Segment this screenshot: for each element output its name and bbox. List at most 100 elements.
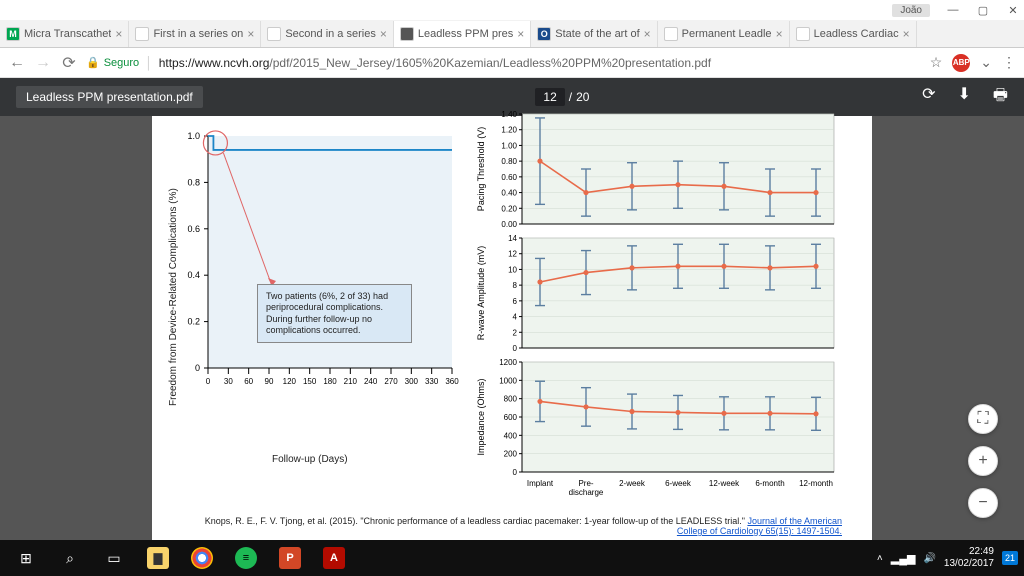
svg-text:12-week: 12-week [709,479,740,488]
tab-close-icon[interactable]: × [247,27,254,41]
print-icon[interactable]: 🖶 [993,84,1008,111]
search-button[interactable]: ⌕ [50,543,90,573]
acrobat-button[interactable]: A [314,543,354,573]
svg-text:6: 6 [513,297,518,306]
svg-text:600: 600 [504,413,518,422]
bookmark-icon[interactable]: ☆ [930,54,943,71]
tab-close-icon[interactable]: × [644,27,651,41]
trend-charts: 0.000.200.400.600.801.001.201.40Pacing T… [474,110,844,523]
tab-close-icon[interactable]: × [903,27,910,41]
tab-label: State of the art of [555,28,639,40]
svg-text:2: 2 [513,328,518,337]
svg-text:0.4: 0.4 [187,270,200,280]
pdf-page-current[interactable]: 12 [535,88,564,106]
tab-label: Permanent Leadle [682,28,772,40]
svg-text:6-month: 6-month [755,479,784,488]
url-domain: https://www.ncvh.org [159,56,270,70]
svg-text:0.2: 0.2 [187,317,200,327]
svg-text:120: 120 [283,377,297,386]
start-button[interactable]: ⊞ [6,543,46,573]
km-annotation: Two patients (6%, 2 of 33) had periproce… [257,284,412,343]
pdf-page: Freedom from Device-Related Complication… [152,116,872,540]
tab-close-icon[interactable]: × [517,27,524,41]
browser-tab[interactable]: Permanent Leadle × [658,21,790,47]
svg-text:0: 0 [206,377,211,386]
nav-back-button[interactable]: ← [8,54,26,72]
svg-text:discharge: discharge [569,488,604,497]
tray-clock[interactable]: 22:49 13/02/2017 [944,546,994,570]
pdf-filename: Leadless PPM presentation.pdf [16,86,203,108]
minimize-button[interactable]: — [946,4,960,16]
svg-text:0.80: 0.80 [501,157,517,166]
download-icon[interactable]: ⬇ [957,84,970,111]
svg-text:1.20: 1.20 [501,126,517,135]
menu-icon[interactable]: ⋮ [1002,54,1016,71]
svg-text:0.40: 0.40 [501,189,517,198]
svg-text:60: 60 [244,377,253,386]
svg-text:150: 150 [303,377,317,386]
tab-label: First in a series on [153,28,243,40]
browser-addressbar: ← → ⟳ 🔒 Seguro │ https://www.ncvh.org/pd… [0,48,1024,78]
browser-tab[interactable]: MMicra Transcathet× [0,21,129,47]
lock-icon: 🔒 [86,56,100,69]
svg-text:R-wave Amplitude (mV): R-wave Amplitude (mV) [476,246,486,341]
zoom-out-button[interactable]: − [968,488,998,518]
file-explorer-button[interactable]: ▇ [138,543,178,573]
svg-text:1.40: 1.40 [501,110,517,119]
notifications-icon[interactable]: 21 [1002,551,1018,565]
browser-tab[interactable]: OState of the art of× [531,21,657,47]
svg-text:180: 180 [323,377,337,386]
svg-text:0.6: 0.6 [187,224,200,234]
svg-text:270: 270 [384,377,398,386]
tray-chevron-icon[interactable]: ˄ [877,553,883,564]
svg-text:8: 8 [513,281,518,290]
tab-close-icon[interactable]: × [776,27,783,41]
svg-text:12: 12 [508,250,517,259]
svg-text:Pre-: Pre- [578,479,593,488]
rotate-icon[interactable]: ⟳ [922,84,935,111]
browser-tab[interactable]: Leadless PPM pres × [394,21,531,47]
spotify-button[interactable]: ≡ [226,543,266,573]
tab-close-icon[interactable]: × [115,27,122,41]
km-chart: Freedom from Device-Related Complication… [162,126,462,456]
svg-text:Implant: Implant [527,479,554,488]
tray-network-icon[interactable]: ▂▄▆ [891,552,916,565]
powerpoint-button[interactable]: P [270,543,310,573]
abp-icon[interactable]: ABP [952,54,970,72]
clock-time: 22:49 [944,546,994,558]
address-field[interactable]: 🔒 Seguro │ https://www.ncvh.org/pdf/2015… [86,56,922,70]
secure-label: Seguro [104,57,139,69]
user-badge: João [892,4,930,17]
svg-text:400: 400 [504,431,518,440]
svg-text:30: 30 [224,377,233,386]
browser-tab[interactable]: Leadless Cardiac × [790,21,917,47]
maximize-button[interactable]: ▢ [976,4,990,17]
tray-volume-icon[interactable]: 🔊 [923,553,935,564]
url-path: /pdf/2015_New_Jersey/1605%20Kazemian/Lea… [269,56,711,70]
reload-button[interactable]: ⟳ [60,53,78,73]
svg-text:0.60: 0.60 [501,173,517,182]
fit-page-button[interactable]: ⛶ [968,404,998,434]
task-view-button[interactable]: ▭ [94,543,134,573]
svg-text:300: 300 [405,377,419,386]
pdf-page-total: 20 [576,90,589,104]
browser-tab[interactable]: Second in a series × [261,21,394,47]
svg-text:0: 0 [513,344,518,353]
nav-forward-button[interactable]: → [34,54,52,72]
close-button[interactable]: ✕ [1006,4,1020,17]
svg-text:4: 4 [513,313,518,322]
citation: Knops, R. E., F. V. Tjong, et al. (2015)… [202,516,842,536]
pocket-icon[interactable]: ⌄ [980,54,992,71]
tab-label: Leadless PPM pres [418,28,513,40]
tab-label: Second in a series [285,28,376,40]
favicon [796,27,810,41]
svg-text:1.0: 1.0 [187,131,200,141]
chrome-button[interactable] [182,543,222,573]
zoom-in-button[interactable]: + [968,446,998,476]
svg-text:10: 10 [508,265,517,274]
svg-text:Impedance (Ohms): Impedance (Ohms) [476,378,486,455]
tab-close-icon[interactable]: × [380,27,387,41]
svg-text:0: 0 [513,468,518,477]
tab-label: Leadless Cardiac [814,28,899,40]
browser-tab[interactable]: First in a series on × [129,21,261,47]
